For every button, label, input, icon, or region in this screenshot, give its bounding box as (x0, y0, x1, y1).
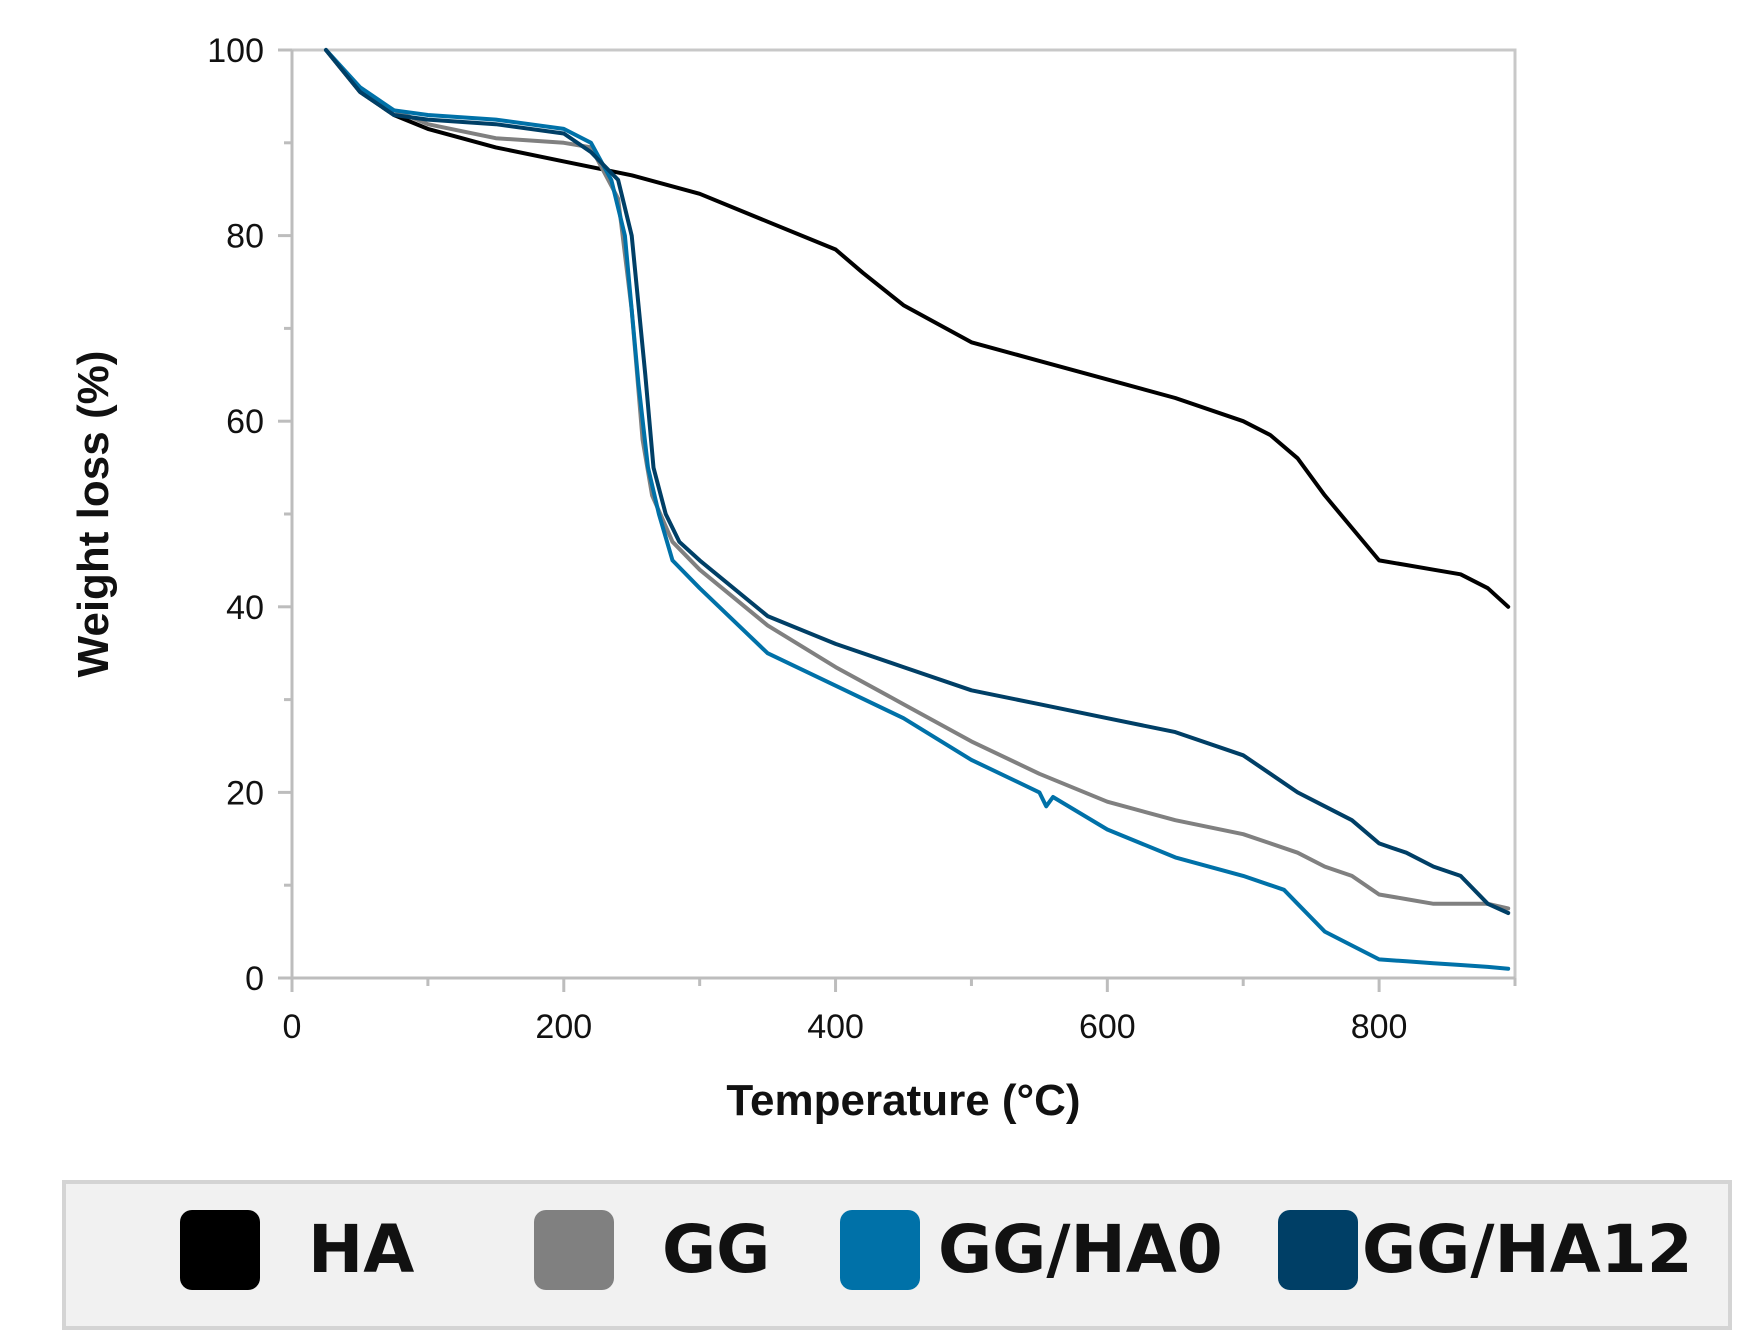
x-axis-ticks: 0 200 400 600 800 (283, 978, 1517, 1046)
x-tick-label: 600 (1079, 1008, 1136, 1046)
legend-label-gg: GG (662, 1211, 771, 1288)
y-tick-label: 0 (245, 960, 264, 998)
y-tick-label: 40 (226, 589, 264, 627)
legend-label-gg-ha0: GG/HA0 (938, 1211, 1223, 1288)
plot-frame (290, 48, 1517, 980)
y-axis-title: Weight loss (%) (69, 351, 118, 678)
x-tick-label: 800 (1351, 1008, 1408, 1046)
y-tick-label: 20 (226, 774, 264, 812)
plot-border (290, 48, 1517, 980)
legend-item-gg: GG (534, 1210, 770, 1290)
legend-item-gg-ha0: GG/HA0 (840, 1210, 1223, 1290)
legend-swatch-ha (180, 1210, 260, 1290)
y-axis-ticks: 0 20 40 60 80 100 (207, 32, 292, 998)
legend-swatch-gg-ha0 (840, 1210, 920, 1290)
x-axis-title: Temperature (°C) (726, 1076, 1080, 1125)
series-line-ha (324, 48, 1511, 609)
x-tick-label: 0 (283, 1008, 302, 1046)
legend-item-gg-ha12: GG/HA12 (1278, 1210, 1693, 1290)
legend: HA GG GG/HA0 GG/HA12 (62, 1180, 1732, 1330)
weight-loss-chart: 0 20 40 60 80 100 0 200 400 600 800 Temperature (… (69, 32, 1517, 1125)
y-tick-label: 80 (226, 218, 264, 256)
legend-label-ha: HA (308, 1211, 415, 1288)
x-tick-label: 200 (535, 1008, 592, 1046)
series-line-gg-ha0 (324, 48, 1511, 971)
y-tick-label: 100 (207, 32, 264, 70)
y-tick-label: 60 (226, 403, 264, 441)
legend-item-ha: HA (180, 1210, 414, 1290)
legend-swatch-gg (534, 1210, 614, 1290)
x-tick-label: 400 (807, 1008, 864, 1046)
legend-swatch-gg-ha12 (1278, 1210, 1358, 1290)
series-layer (324, 48, 1511, 971)
legend-label-gg-ha12: GG/HA12 (1362, 1211, 1693, 1288)
series-line-gg-ha12 (324, 48, 1511, 915)
series-line-gg (324, 48, 1511, 911)
